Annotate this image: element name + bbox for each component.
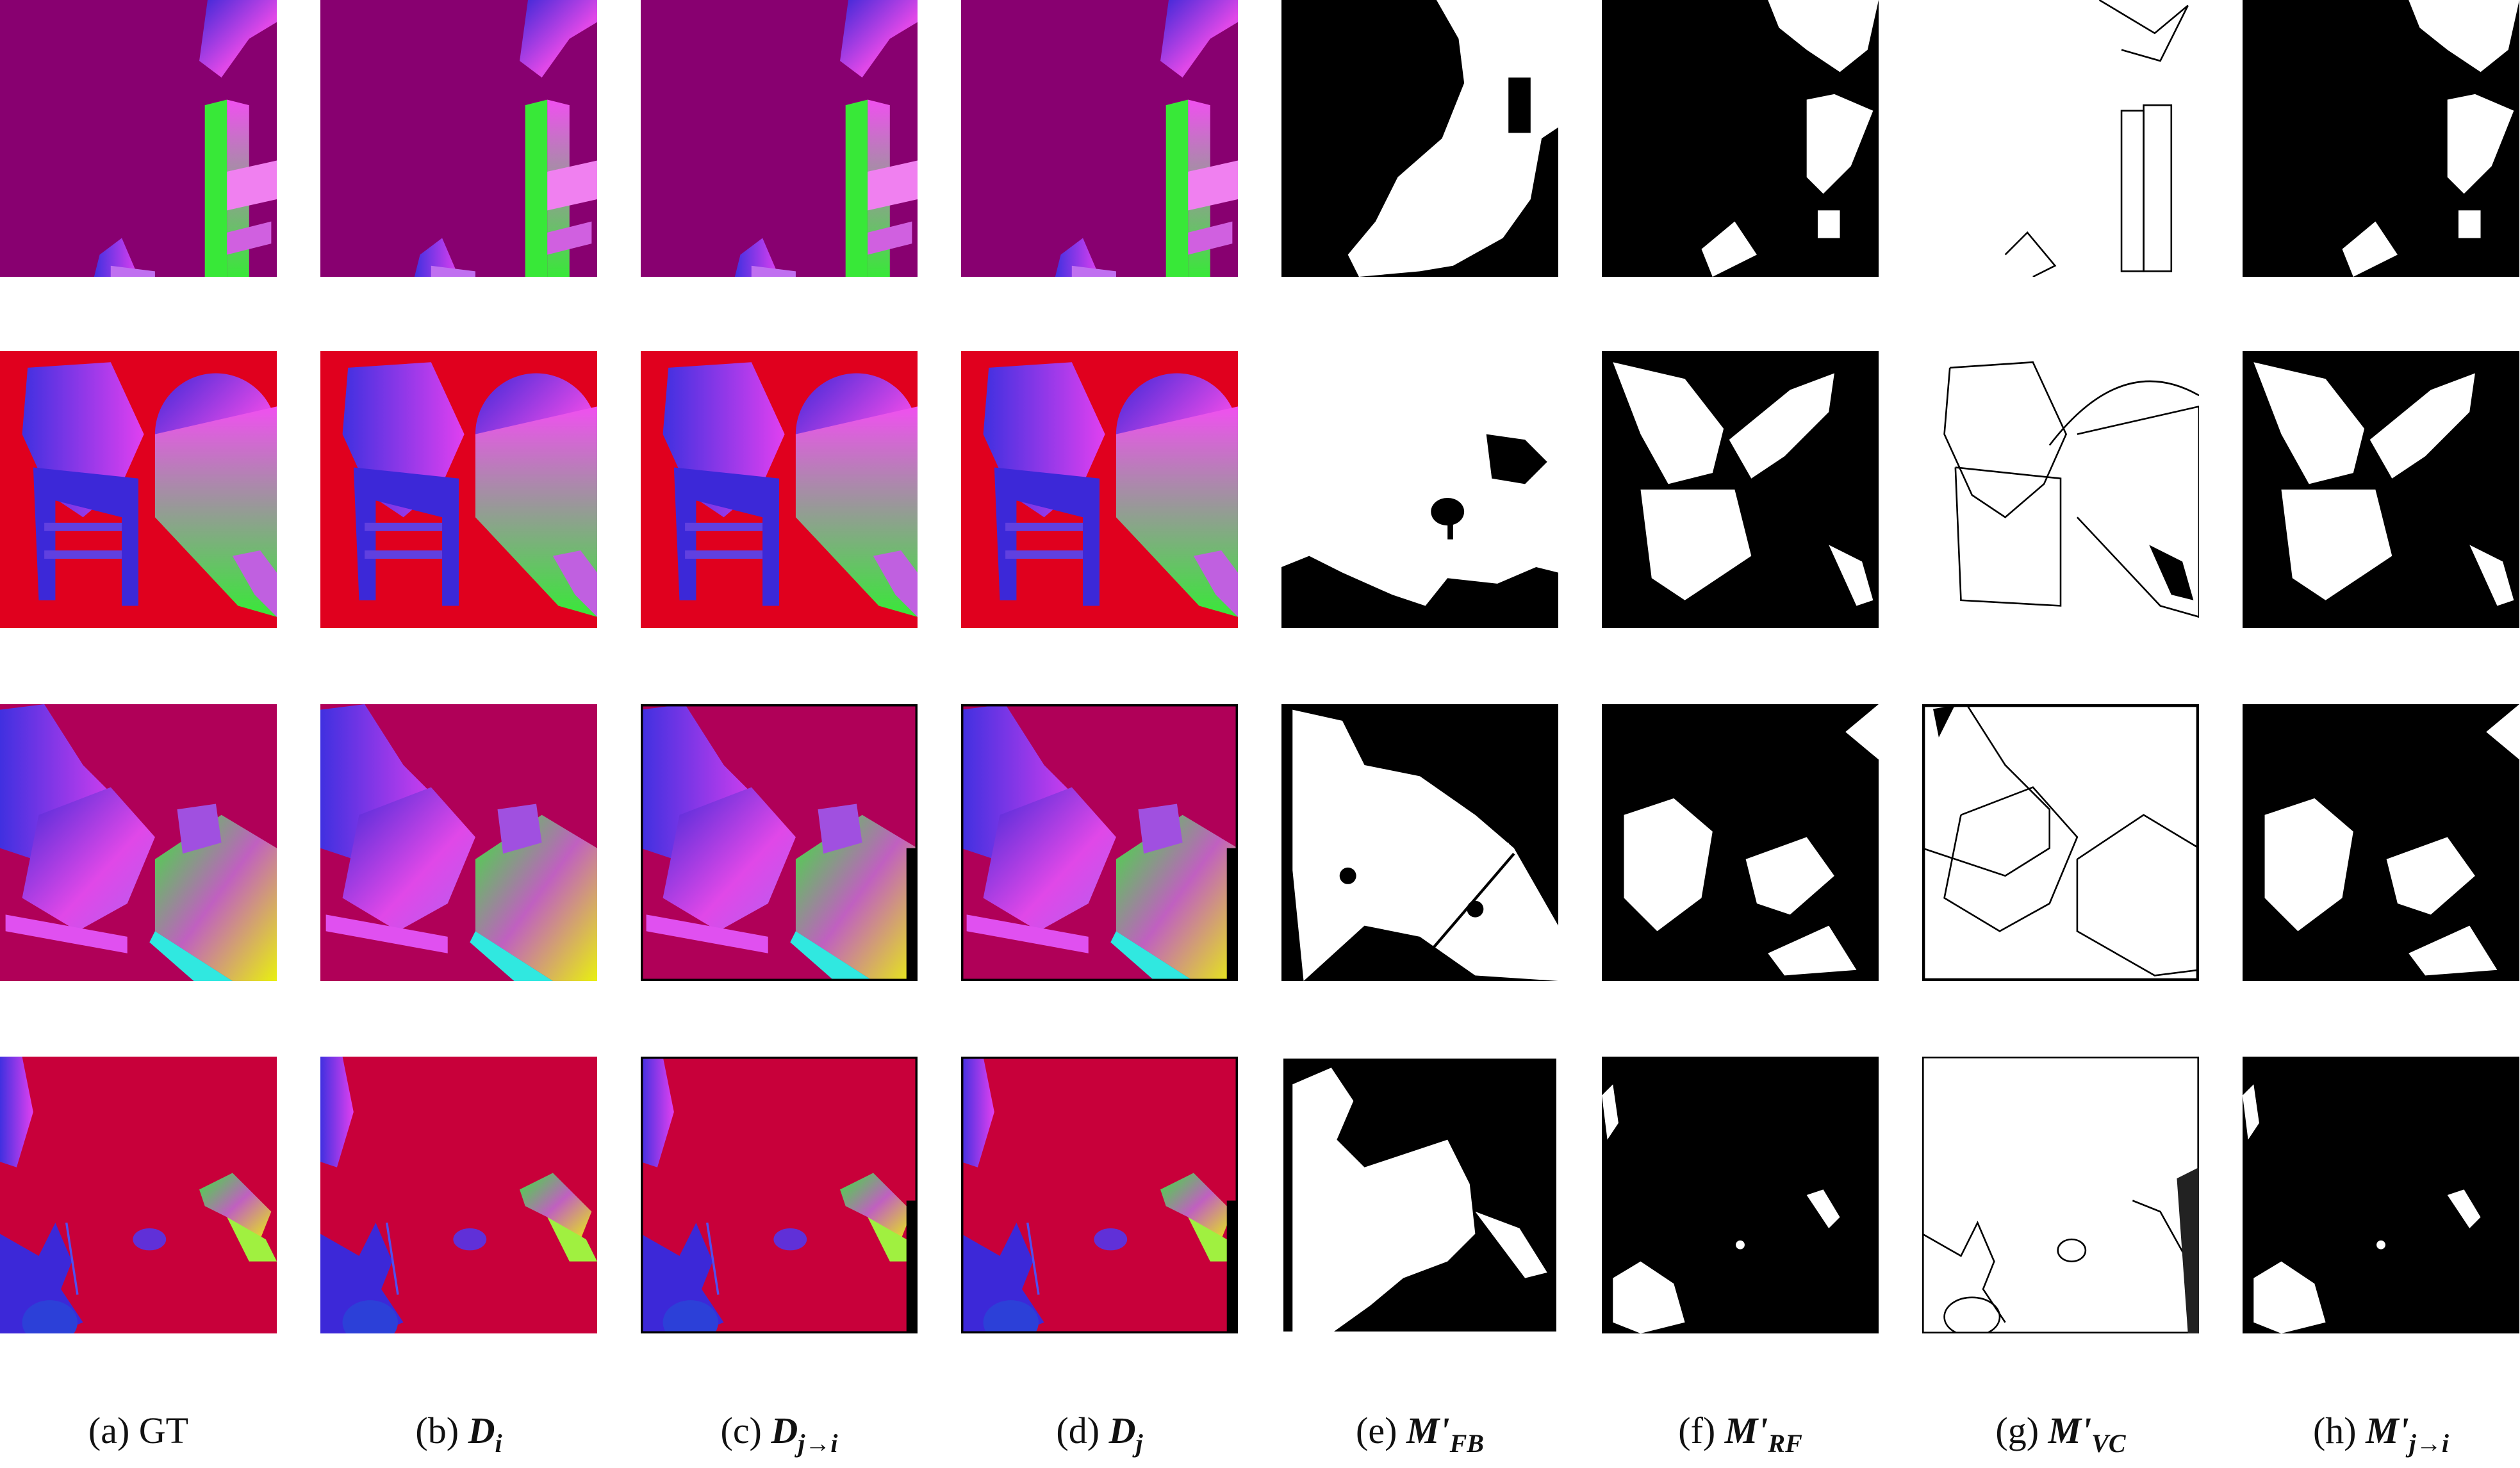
caption-symbol: M' <box>1406 1410 1450 1451</box>
panel-image <box>1922 0 2199 277</box>
panel-image <box>641 351 918 628</box>
panel-f-row1 <box>1602 0 1879 277</box>
panel-image <box>320 704 597 981</box>
caption-h: (h) M'j→i <box>2221 1408 2520 1458</box>
caption-subscript: FB <box>1449 1429 1484 1458</box>
panel-c-row3 <box>641 704 918 981</box>
panel-c-row4 <box>641 1057 918 1333</box>
panel-c-row2 <box>641 351 918 628</box>
panel-image <box>961 704 1238 981</box>
panel-image <box>1281 704 1558 981</box>
panel-image <box>2243 1057 2519 1333</box>
panel-image <box>2243 0 2519 277</box>
panel-b-row3 <box>320 704 597 981</box>
panel-image <box>320 1057 597 1333</box>
caption-symbol: D <box>468 1410 495 1451</box>
panel-image <box>0 351 277 628</box>
panel-image <box>0 1057 277 1333</box>
panel-image <box>1602 0 1879 277</box>
caption-subscript: VC <box>2091 1429 2126 1458</box>
panel-image <box>1922 351 2199 628</box>
panel-d-row2 <box>961 351 1238 628</box>
panel-image <box>0 704 277 981</box>
caption-prefix: (f) <box>1678 1410 1725 1451</box>
panel-f-row2 <box>1602 351 1879 628</box>
panel-e-row4 <box>1281 1057 1558 1333</box>
panel-image <box>320 0 597 277</box>
panel-image <box>2243 351 2519 628</box>
caption-prefix: (h) <box>2312 1410 2366 1451</box>
caption-e: (e) M'FB <box>1260 1408 1580 1458</box>
panel-image <box>1281 351 1558 628</box>
caption-prefix: (a) <box>88 1410 139 1451</box>
caption-subscript: j→i <box>2409 1429 2450 1458</box>
panel-image <box>961 351 1238 628</box>
panel-g-row4 <box>1922 1057 2199 1333</box>
panel-image <box>961 1057 1238 1333</box>
caption-c: (c) Dj→i <box>619 1408 939 1458</box>
caption-g: (g) M'VC <box>1900 1408 2221 1458</box>
panel-f-row4 <box>1602 1057 1879 1333</box>
caption-prefix: (c) <box>720 1410 771 1451</box>
panel-c-row1 <box>641 0 918 277</box>
panel-g-row2 <box>1922 351 2199 628</box>
panel-h-row3 <box>2243 704 2519 981</box>
panel-e-row3 <box>1281 704 1558 981</box>
caption-symbol: D <box>1108 1410 1136 1451</box>
panel-image <box>2243 704 2519 981</box>
panel-g-row1 <box>1922 0 2199 277</box>
caption-symbol: M' <box>1724 1410 1768 1451</box>
caption-subscript: i <box>495 1429 502 1458</box>
panel-b-row2 <box>320 351 597 628</box>
panel-b-row1 <box>320 0 597 277</box>
panel-d-row1 <box>961 0 1238 277</box>
caption-prefix: (e) <box>1356 1410 1406 1451</box>
panel-e-row1 <box>1281 0 1558 277</box>
caption-symbol: D <box>771 1410 798 1451</box>
caption-a: (a) GT <box>0 1408 299 1453</box>
caption-prefix: (d) <box>1056 1410 1109 1451</box>
panel-image <box>0 0 277 277</box>
panel-image <box>1281 0 1558 277</box>
caption-symbol: GT <box>138 1410 189 1451</box>
caption-symbol: M' <box>2048 1410 2092 1451</box>
caption-f: (f) M'RF <box>1580 1408 1900 1458</box>
panel-h-row2 <box>2243 351 2519 628</box>
panel-image <box>1922 1057 2199 1333</box>
panel-f-row3 <box>1602 704 1879 981</box>
caption-symbol: M' <box>2366 1410 2409 1451</box>
panel-image <box>1281 1057 1558 1333</box>
panel-image <box>1602 351 1879 628</box>
panel-e-row2 <box>1281 351 1558 628</box>
panel-image <box>1602 1057 1879 1333</box>
panel-d-row4 <box>961 1057 1238 1333</box>
caption-subscript: RF <box>1768 1429 1802 1458</box>
panel-a-row2 <box>0 351 277 628</box>
panel-image <box>320 351 597 628</box>
caption-prefix: (b) <box>415 1410 468 1451</box>
panel-h-row1 <box>2243 0 2519 277</box>
caption-b: (b) Di <box>299 1408 619 1458</box>
panel-b-row4 <box>320 1057 597 1333</box>
caption-prefix: (g) <box>1995 1410 2048 1451</box>
panel-image <box>641 1057 918 1333</box>
panel-image <box>961 0 1238 277</box>
panel-a-row1 <box>0 0 277 277</box>
panel-a-row4 <box>0 1057 277 1333</box>
panel-g-row3 <box>1922 704 2199 981</box>
panel-image <box>641 704 918 981</box>
panel-image <box>1602 704 1879 981</box>
caption-subscript: j→i <box>798 1429 838 1458</box>
caption-d: (d) Dj <box>939 1408 1260 1458</box>
panel-d-row3 <box>961 704 1238 981</box>
panel-a-row3 <box>0 704 277 981</box>
panel-h-row4 <box>2243 1057 2519 1333</box>
panel-image <box>1922 704 2199 981</box>
caption-subscript: j <box>1135 1429 1143 1458</box>
panel-image <box>641 0 918 277</box>
